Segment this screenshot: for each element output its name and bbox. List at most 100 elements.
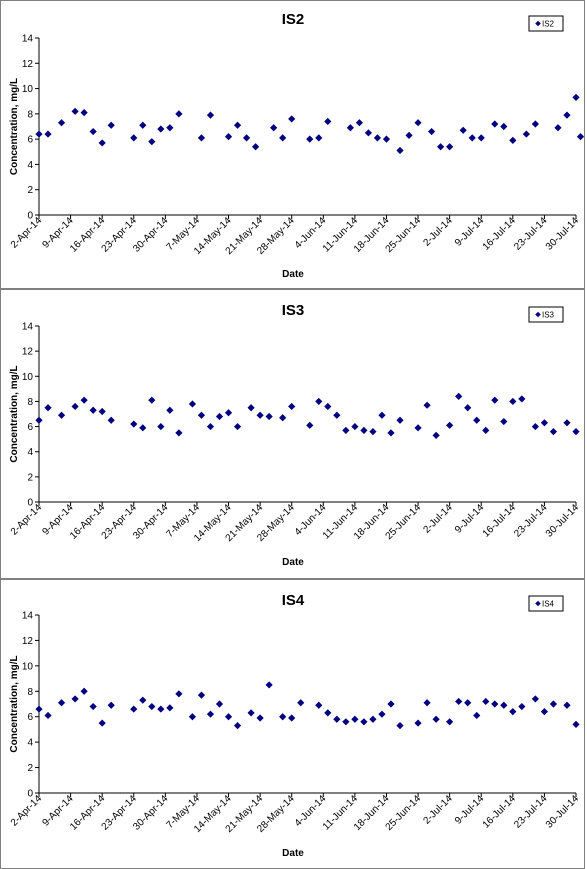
data-point	[215, 412, 224, 421]
y-tick-label: 8	[27, 397, 33, 408]
y-axis-label: Concentration, mg/L	[9, 365, 20, 462]
data-point	[89, 127, 97, 136]
x-tick-label: 30-Apr-14	[131, 215, 171, 255]
data-point	[324, 117, 332, 126]
chart-panel-is2: IS2 0 2 4 6 8 10 12 14 2-Apr-14 9-Apr-14 16-Apr-14 2…	[0, 0, 586, 289]
x-axis-label: Date	[282, 269, 304, 280]
data-point	[378, 710, 386, 718]
y-tick-label: 12	[22, 59, 34, 70]
data-point	[139, 121, 147, 129]
data-point	[355, 119, 363, 127]
data-point	[35, 416, 43, 424]
chart-panel-is3: IS3 0 2 4 6 8 10 12 14 2-Apr-14 9-Apr-14 16-Apr-14 2…	[0, 289, 585, 579]
data-point	[57, 699, 66, 707]
data-point	[549, 428, 558, 436]
y-tick-label: 8	[27, 109, 33, 120]
data-point	[414, 719, 422, 727]
data-point	[572, 720, 580, 728]
data-point	[473, 711, 481, 720]
legend-box	[528, 595, 564, 612]
data-point	[279, 713, 287, 721]
data-point	[206, 111, 215, 119]
y-tick-label: 4	[27, 738, 33, 749]
data-point	[197, 691, 206, 699]
data-point	[500, 122, 508, 131]
y-tick-label: 2	[27, 472, 33, 483]
data-point	[35, 705, 43, 713]
data-point	[572, 428, 580, 436]
data-point	[373, 134, 382, 142]
data-point	[215, 700, 224, 708]
data-point	[464, 404, 472, 412]
data-point	[540, 419, 549, 427]
data-point	[279, 134, 287, 142]
data-point	[252, 143, 260, 151]
data-point	[360, 426, 368, 434]
y-tick-label: 14	[22, 322, 34, 333]
data-point	[89, 702, 97, 711]
data-point	[80, 108, 88, 117]
data-point	[369, 428, 377, 436]
y-tick-label: 12	[22, 636, 34, 647]
data-point	[256, 411, 264, 419]
data-point	[522, 130, 530, 138]
data-point	[563, 111, 571, 119]
data-point	[148, 396, 156, 404]
data-point	[98, 719, 106, 727]
data-point	[80, 687, 88, 695]
data-point	[206, 422, 215, 431]
data-point	[166, 704, 174, 712]
data-point	[71, 402, 79, 411]
legend-box	[528, 15, 564, 32]
x-tick-label: 2-Jul-14	[421, 793, 455, 827]
data-point	[351, 715, 359, 723]
data-point	[554, 124, 562, 132]
x-tick-label: 16-Jul-14	[481, 215, 519, 253]
data-point	[333, 715, 341, 723]
data-point	[247, 404, 255, 412]
data-point	[572, 93, 580, 102]
data-point	[306, 135, 314, 143]
legend-label: IS2	[542, 20, 555, 29]
data-point	[563, 419, 571, 427]
x-tick-label: 30-Apr-14	[131, 502, 171, 542]
data-point	[71, 107, 79, 115]
data-point	[464, 699, 472, 707]
data-point	[423, 699, 431, 707]
data-point	[549, 700, 558, 708]
data-point	[233, 121, 242, 129]
y-tick-label: 4	[27, 447, 33, 458]
data-point	[576, 133, 585, 141]
data-point	[405, 131, 413, 139]
data-point	[148, 138, 156, 146]
y-tick-label: 4	[27, 160, 33, 171]
data-point	[57, 119, 66, 127]
legend-label: IS3	[542, 311, 555, 320]
data-point	[473, 416, 481, 424]
y-tick-label: 0	[27, 789, 33, 800]
data-point	[306, 421, 314, 429]
legend-label: IS4	[542, 600, 555, 609]
data-point	[396, 146, 404, 155]
data-point	[342, 718, 350, 726]
data-point	[265, 681, 273, 689]
data-point	[206, 710, 215, 718]
data-point	[364, 129, 373, 137]
x-axis-label: Date	[282, 848, 304, 859]
legend-marker	[535, 20, 541, 27]
data-point	[491, 700, 499, 708]
chart-panel-is4: IS4 0 2 4 6 8 10 12 14 2-Apr-14 9-Apr-14 16-Apr-14 2…	[0, 579, 585, 869]
x-tick-label: 2-Jul-14	[421, 502, 455, 536]
y-tick-label: 10	[22, 372, 34, 383]
data-point	[427, 127, 436, 136]
data-point	[139, 424, 147, 432]
y-tick-label: 10	[22, 661, 34, 672]
y-axis-label: Concentration, mg/L	[9, 78, 20, 175]
y-tick-label: 14	[22, 34, 34, 45]
x-tick-label: 25-Jun-14	[384, 793, 424, 833]
y-tick-label: 8	[27, 687, 33, 698]
data-point	[224, 713, 233, 721]
data-point	[80, 396, 88, 404]
data-point	[233, 422, 242, 431]
data-point	[130, 420, 138, 428]
